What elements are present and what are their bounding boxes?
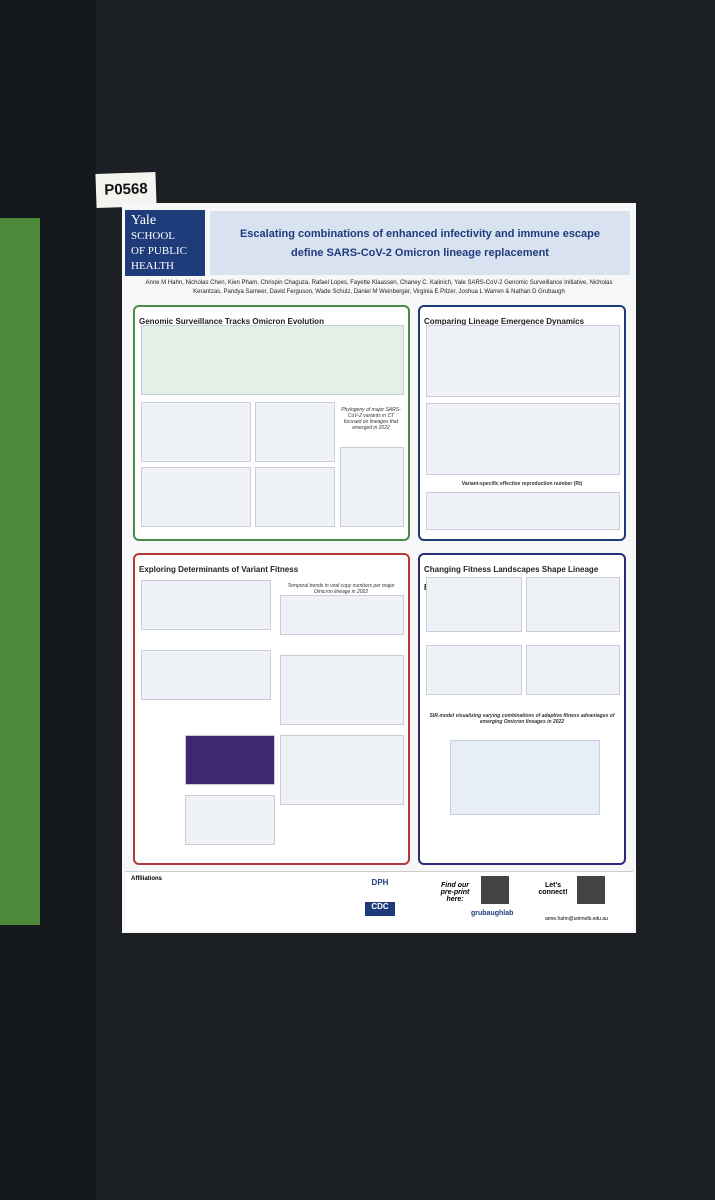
figure: [185, 735, 275, 785]
logo-line: Yale: [131, 213, 157, 228]
section-title: Comparing Lineage Emergence Dynamics: [424, 317, 585, 326]
figure: [141, 467, 251, 527]
figure: [255, 402, 335, 462]
title-line: Escalating combinations of enhanced infe…: [239, 228, 601, 240]
section: Comparing Lineage Emergence Dynamics Var…: [418, 305, 626, 541]
qr-code[interactable]: [481, 876, 509, 904]
caption: Variant-specific effective reproduction …: [461, 481, 583, 487]
affiliations: Affiliations: [131, 876, 162, 882]
logo-line: HEALTH: [131, 260, 174, 272]
figure: [426, 403, 620, 475]
figure: [426, 645, 522, 695]
title-line: define SARS-CoV-2 Omicron lineage replac…: [291, 247, 549, 259]
section: Changing Fitness Landscapes Shape Lineag…: [418, 553, 626, 865]
connect: Let's connect!: [538, 882, 568, 896]
poster: Yale SCHOOL OF PUBLIC HEALTH Escalating …: [122, 203, 636, 933]
figure: [526, 645, 620, 695]
figure: [141, 580, 271, 630]
section-title: Genomic Surveillance Tracks Omicron Evol…: [139, 317, 324, 326]
neighbor-poster: [0, 218, 40, 925]
logo-line: SCHOOL: [131, 230, 176, 242]
figure: [426, 325, 620, 397]
section: Exploring Determinants of Variant Fitnes…: [133, 553, 410, 865]
phylogeny: [340, 447, 404, 527]
figure: [426, 577, 522, 632]
model-diagram: [450, 740, 600, 815]
logo-line: OF PUBLIC: [131, 245, 187, 257]
figure: [280, 735, 404, 805]
figure: [141, 402, 251, 462]
figure: [526, 577, 620, 632]
caption: Phylogeny of major SARS-CoV-2 variants i…: [341, 407, 401, 431]
qr-code[interactable]: [577, 876, 605, 904]
caption: Temporal trends in viral copy numbers pe…: [287, 583, 395, 595]
partner: CDC: [365, 902, 395, 916]
workflow-figure: [141, 325, 404, 395]
figure: [255, 467, 335, 527]
figure: [185, 795, 275, 845]
section-title: Exploring Determinants of Variant Fitnes…: [139, 565, 299, 574]
figure: [280, 655, 404, 725]
authors: Anne M Hahn, Nicholas Chen, Kien Pham, C…: [145, 280, 613, 295]
email: anne.hahn@unimelb.edu.au: [545, 916, 608, 922]
lab: grubaughlab: [471, 910, 514, 917]
logo: Yale SCHOOL OF PUBLIC HEALTH: [125, 210, 205, 276]
title: Escalating combinations of enhanced infe…: [210, 211, 630, 275]
footer: Affiliations DPH CDC Find our pre-print …: [125, 871, 633, 931]
section: Genomic Surveillance Tracks Omicron Evol…: [133, 305, 410, 541]
preprint: Find our pre-print here:: [440, 882, 470, 903]
figure: [426, 492, 620, 530]
figure: [141, 650, 271, 700]
partner: DPH: [371, 878, 389, 887]
figure: [280, 595, 404, 635]
caption: SIR-model visualizing varying combinatio…: [429, 713, 615, 725]
